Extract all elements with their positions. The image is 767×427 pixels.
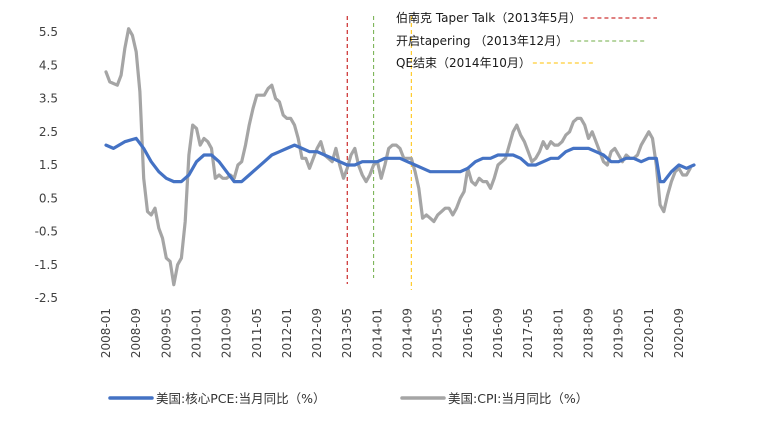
y-axis: -2.5 -1.5 -0.5 0.5 1.5 2.5 3.5 4.5 5.5 — [35, 25, 58, 305]
y-tick-label: 0.5 — [39, 191, 58, 205]
legend-label: 美国:核心PCE:当月同比（%） — [156, 391, 325, 406]
x-tick-label: 2009-05 — [159, 308, 173, 358]
event-label: 开启tapering （2013年12月） — [396, 34, 568, 48]
y-tick-label: -2.5 — [35, 291, 58, 305]
x-tick-label: 2020-09 — [672, 308, 686, 358]
y-tick-label: -1.5 — [35, 258, 58, 272]
x-tick-label: 2008-01 — [99, 308, 113, 358]
legend: 美国:核心PCE:当月同比（%） 美国:CPI:当月同比（%） — [108, 391, 588, 406]
x-tick-label: 2016-01 — [461, 308, 475, 358]
legend-label: 美国:CPI:当月同比（%） — [448, 391, 588, 406]
y-tick-label: -0.5 — [35, 225, 58, 239]
x-tick-label: 2013-05 — [340, 308, 354, 358]
x-tick-label: 2010-01 — [189, 308, 203, 358]
x-tick-label: 2020-01 — [642, 308, 656, 358]
event-annotations: 伯南克 Taper Talk（2013年5月） 开启tapering （2013年… — [396, 10, 657, 70]
y-tick-label: 2.5 — [39, 125, 58, 139]
x-tick-label: 2012-01 — [280, 308, 294, 358]
event-label: 伯南克 Taper Talk（2013年5月） — [396, 10, 581, 25]
x-tick-label: 2018-01 — [551, 308, 565, 358]
x-tick-label: 2014-01 — [370, 308, 384, 358]
x-tick-label: 2015-05 — [431, 308, 445, 358]
y-tick-label: 5.5 — [39, 25, 58, 39]
x-tick-label: 2017-05 — [521, 308, 535, 358]
x-tick-label: 2011-05 — [250, 308, 264, 358]
x-tick-label: 2010-09 — [220, 308, 234, 358]
event-lines — [346, 16, 412, 290]
x-tick-label: 2014-09 — [401, 308, 415, 358]
x-tick-label: 2012-09 — [310, 308, 324, 358]
x-axis: 2008-01 2008-09 2009-05 2010-01 2010-09 2011-… — [99, 308, 686, 358]
series-lines — [104, 27, 696, 287]
event-label: QE结束（2014年10月） — [396, 56, 531, 70]
y-tick-label: 1.5 — [39, 158, 58, 172]
x-tick-label: 2008-09 — [129, 308, 143, 358]
x-tick-label: 2019-05 — [612, 308, 626, 358]
x-tick-label: 2018-09 — [581, 308, 595, 358]
y-tick-label: 3.5 — [39, 92, 58, 106]
y-tick-label: 4.5 — [39, 58, 58, 72]
series-line-core-pce — [104, 136, 696, 184]
series-line-cpi — [104, 27, 692, 287]
x-tick-label: 2016-09 — [491, 308, 505, 358]
